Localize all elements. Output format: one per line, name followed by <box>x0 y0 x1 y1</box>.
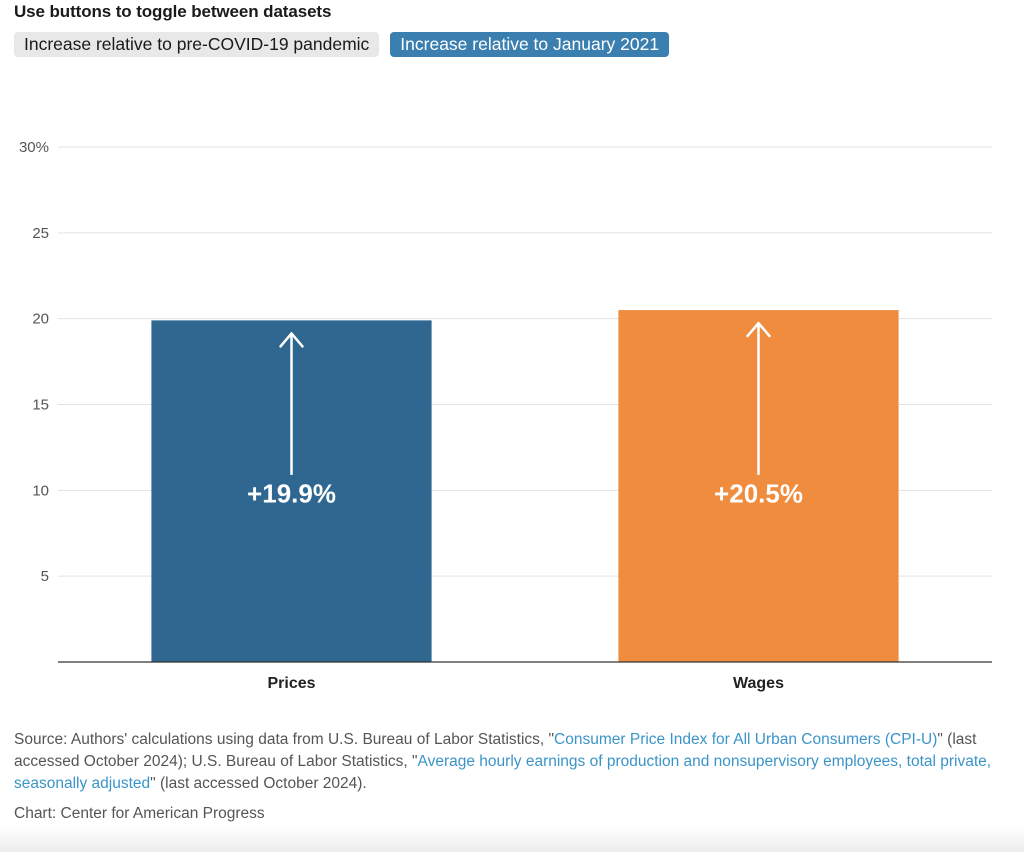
data-label: +20.5% <box>714 478 803 508</box>
bars <box>58 310 992 663</box>
chart-credit: Chart: Center for American Progress <box>14 805 265 822</box>
y-tick-label: 30% <box>19 139 49 156</box>
category-label: Prices <box>267 675 315 692</box>
source-suffix: " (last accessed October 2024). <box>150 775 367 792</box>
dataset-toggle-group: Increase relative to pre-COVID-19 pandem… <box>14 32 670 57</box>
y-tick-label: 5 <box>41 568 49 585</box>
toggle-pre-covid-button[interactable]: Increase relative to pre-COVID-19 pandem… <box>14 32 380 57</box>
increase-arrow-head <box>746 321 771 338</box>
cpi-source-link[interactable]: Consumer Price Index for All Urban Consu… <box>554 731 938 748</box>
y-tick-label: 20 <box>32 311 49 328</box>
category-label: Wages <box>733 675 784 692</box>
bar-chart: 5 10 15 20 25 30% +19.9% Prices +20.5% Wages <box>19 139 992 692</box>
source-prefix: Source: Authors' calculations using data… <box>14 731 555 748</box>
toggle-prompt: Use buttons to toggle between datasets <box>14 2 332 21</box>
y-tick-label: 25 <box>32 225 49 242</box>
increase-arrow-head <box>279 332 304 348</box>
y-tick-label: 15 <box>32 397 49 414</box>
y-tick-label: 10 <box>32 482 49 499</box>
toggle-january-2021-button[interactable]: Increase relative to January 2021 <box>390 32 670 57</box>
labels: 5 10 15 20 25 30% +19.9% Prices +20.5% Wages <box>19 139 803 692</box>
source-middle: " (last accessed October 2024); U.S. Bur… <box>14 731 977 770</box>
earnings-source-link[interactable]: Average hourly earnings of production an… <box>14 753 992 792</box>
data-label: +19.9% <box>247 478 336 508</box>
bottom-fade <box>0 826 1024 852</box>
source-note: Source: Authors' calculations using data… <box>14 729 999 795</box>
